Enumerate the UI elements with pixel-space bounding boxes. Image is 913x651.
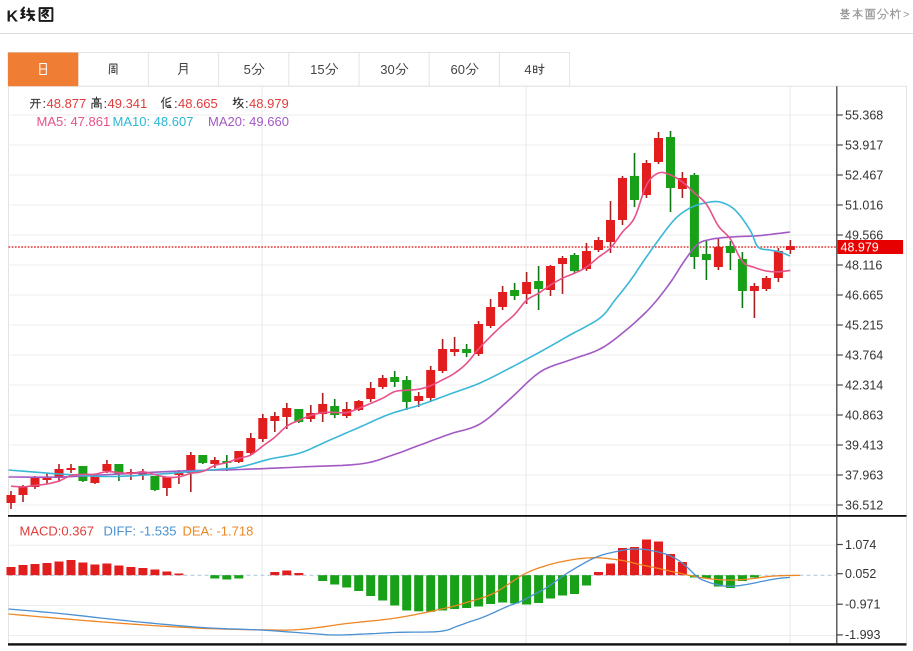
svg-text:-0.971: -0.971 (845, 598, 880, 612)
svg-text:36.512: 36.512 (845, 498, 883, 512)
svg-text::: : (174, 96, 178, 111)
svg-text:15: 15 (310, 62, 324, 77)
svg-text:39.413: 39.413 (845, 438, 883, 452)
svg-text:37.963: 37.963 (845, 468, 883, 482)
svg-text:55.368: 55.368 (845, 108, 883, 122)
svg-text:51.016: 51.016 (845, 198, 883, 212)
svg-text:53.917: 53.917 (845, 138, 883, 152)
svg-text:1.074: 1.074 (845, 538, 876, 552)
svg-text:K: K (7, 9, 19, 26)
svg-text::: : (245, 96, 249, 111)
svg-text:40.863: 40.863 (845, 408, 883, 422)
svg-text:45.215: 45.215 (845, 318, 883, 332)
svg-text:48.665: 48.665 (178, 96, 218, 111)
svg-text:48.877: 48.877 (47, 96, 87, 111)
svg-text:49.566: 49.566 (845, 228, 883, 242)
svg-text:48.979: 48.979 (841, 241, 879, 255)
svg-text:DIFF: -1.535: DIFF: -1.535 (104, 524, 177, 539)
svg-text:42.314: 42.314 (845, 378, 883, 392)
svg-text:4: 4 (524, 62, 531, 77)
svg-text::: : (43, 96, 47, 111)
svg-text:52.467: 52.467 (845, 168, 883, 182)
svg-text:MA20: 49.660: MA20: 49.660 (208, 114, 289, 129)
svg-text:>: > (903, 9, 909, 21)
svg-text:0.052: 0.052 (845, 567, 876, 581)
svg-text:-1.993: -1.993 (845, 628, 880, 642)
svg-text:60: 60 (451, 62, 465, 77)
svg-text:49.341: 49.341 (108, 96, 148, 111)
svg-text::: : (104, 96, 108, 111)
svg-text:46.665: 46.665 (845, 288, 883, 302)
svg-text:30: 30 (380, 62, 394, 77)
svg-text:DEA: -1.718: DEA: -1.718 (183, 524, 254, 539)
svg-text:43.764: 43.764 (845, 348, 883, 362)
svg-text:MA5: 47.861: MA5: 47.861 (37, 114, 111, 129)
svg-text:MACD:0.367: MACD:0.367 (20, 524, 94, 539)
svg-text:5: 5 (244, 62, 251, 77)
svg-text:48.116: 48.116 (845, 258, 882, 272)
svg-text:48.979: 48.979 (249, 96, 289, 111)
svg-text:MA10: 48.607: MA10: 48.607 (113, 114, 194, 129)
